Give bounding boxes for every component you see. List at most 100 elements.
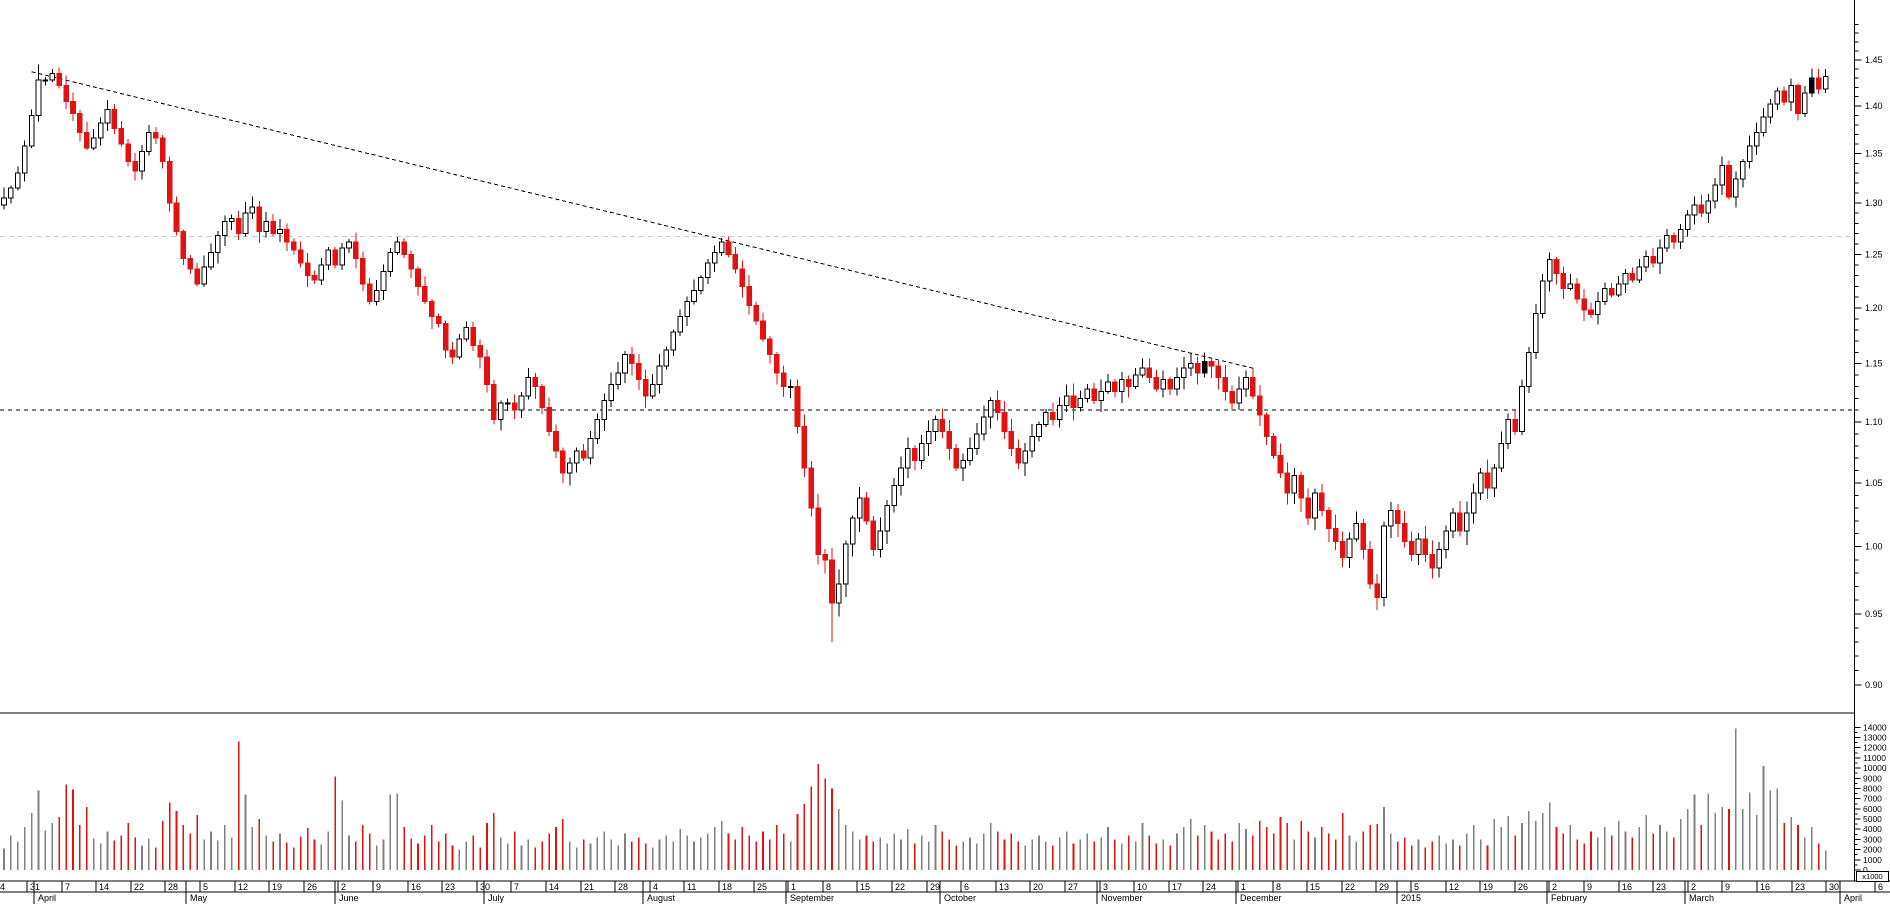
volume-bar [1079,839,1082,870]
volume-bar [1479,839,1482,870]
volume-bar [58,817,60,870]
week-label: 2 [1552,882,1557,892]
candle-body [477,345,483,358]
candle-body [560,450,566,474]
volume-bar [1196,835,1199,870]
volume-bar [161,821,164,870]
volume-bar [1693,794,1696,870]
volume-bar [106,831,109,870]
candle-body [304,262,311,277]
candle-body [1698,204,1705,214]
candle-body [698,277,704,292]
volume-bar [1052,845,1054,870]
volume-bar [389,794,392,870]
volume-bar [196,814,198,870]
volume-bar [1714,812,1716,870]
candle-body [1526,351,1532,388]
volume-bar [224,825,226,870]
volume-bar [1783,823,1785,870]
volume-tick-label: 4000 [1863,824,1882,834]
candle-body [42,79,49,82]
volume-bar [541,841,543,870]
candle-body [642,379,649,397]
month-label: October [944,893,976,903]
candle-body [70,100,76,114]
volume-bar [1058,837,1061,870]
candle-body [1188,363,1194,369]
volume-bar [1114,839,1116,870]
candle-body [173,202,180,233]
volume-bar [700,837,702,870]
volume-bar [230,837,233,870]
week-label: 15 [1310,882,1320,892]
volume-bar [272,841,274,870]
volume-bar [741,827,744,870]
candle-body [1388,510,1394,527]
week-label: 14 [99,882,109,892]
volume-bar [1314,837,1316,870]
candle-body [1277,455,1284,474]
candle-body [1291,474,1298,494]
week-label: 20 [1033,882,1043,892]
volume-bar [610,839,612,870]
candle-body [843,543,849,585]
volume-tick-label: 0 [1863,865,1868,875]
candle-body [608,383,615,402]
candle-body [1636,266,1643,281]
candle-body [1381,525,1387,598]
candle-body [912,447,918,462]
week-label: 7 [65,882,70,892]
candle-body [442,322,449,351]
candle-body [435,316,442,324]
candle-body [615,372,621,385]
candle-body [270,220,276,235]
volume-bar [1328,833,1330,870]
volume-bar [920,835,923,870]
volume-bar [30,812,33,870]
candle-body [111,109,118,130]
candle-body [235,217,242,235]
week-label: 13 [999,882,1009,892]
volume-bar [872,841,875,870]
candle-body [822,554,828,561]
volume-bar [1811,827,1813,870]
candle-body [1374,583,1380,598]
volume-bar [907,829,909,870]
volume-tick-label: 11000 [1863,753,1886,763]
volume-bar [1597,837,1599,870]
volume-bar [1742,808,1744,870]
candle-body [1491,467,1498,489]
candle-body [90,137,97,149]
volume-bar [927,841,930,870]
candle-body [1650,256,1656,264]
week-label: 25 [757,882,767,892]
volume-bar [1107,827,1109,870]
volume-bar [1065,831,1068,870]
candle-body [201,266,207,285]
volume-bar [1631,837,1634,870]
candle-body [1132,374,1139,388]
candle-body [1712,184,1719,202]
volume-bar [948,839,951,870]
volume-bar [1541,812,1544,870]
week-label: 2 [341,882,346,892]
candle-body [429,300,435,318]
trendline [31,71,1254,369]
volume-bar [941,831,944,870]
volume-bar [934,825,937,870]
candle-body [932,419,939,432]
week-label: 9 [1725,882,1730,892]
candle-body [1174,376,1180,390]
candle-body [567,462,573,474]
volume-bar [1521,823,1523,870]
week-label: 12 [238,882,248,892]
candle-body [1070,395,1077,409]
week-label: 17 [1172,882,1182,892]
candle-body [1415,538,1422,556]
volume-bar [1590,831,1592,870]
volume-bar [1286,823,1289,870]
volume-bar [1355,841,1358,870]
candle-body [1022,450,1029,464]
candle-body [1201,360,1208,374]
